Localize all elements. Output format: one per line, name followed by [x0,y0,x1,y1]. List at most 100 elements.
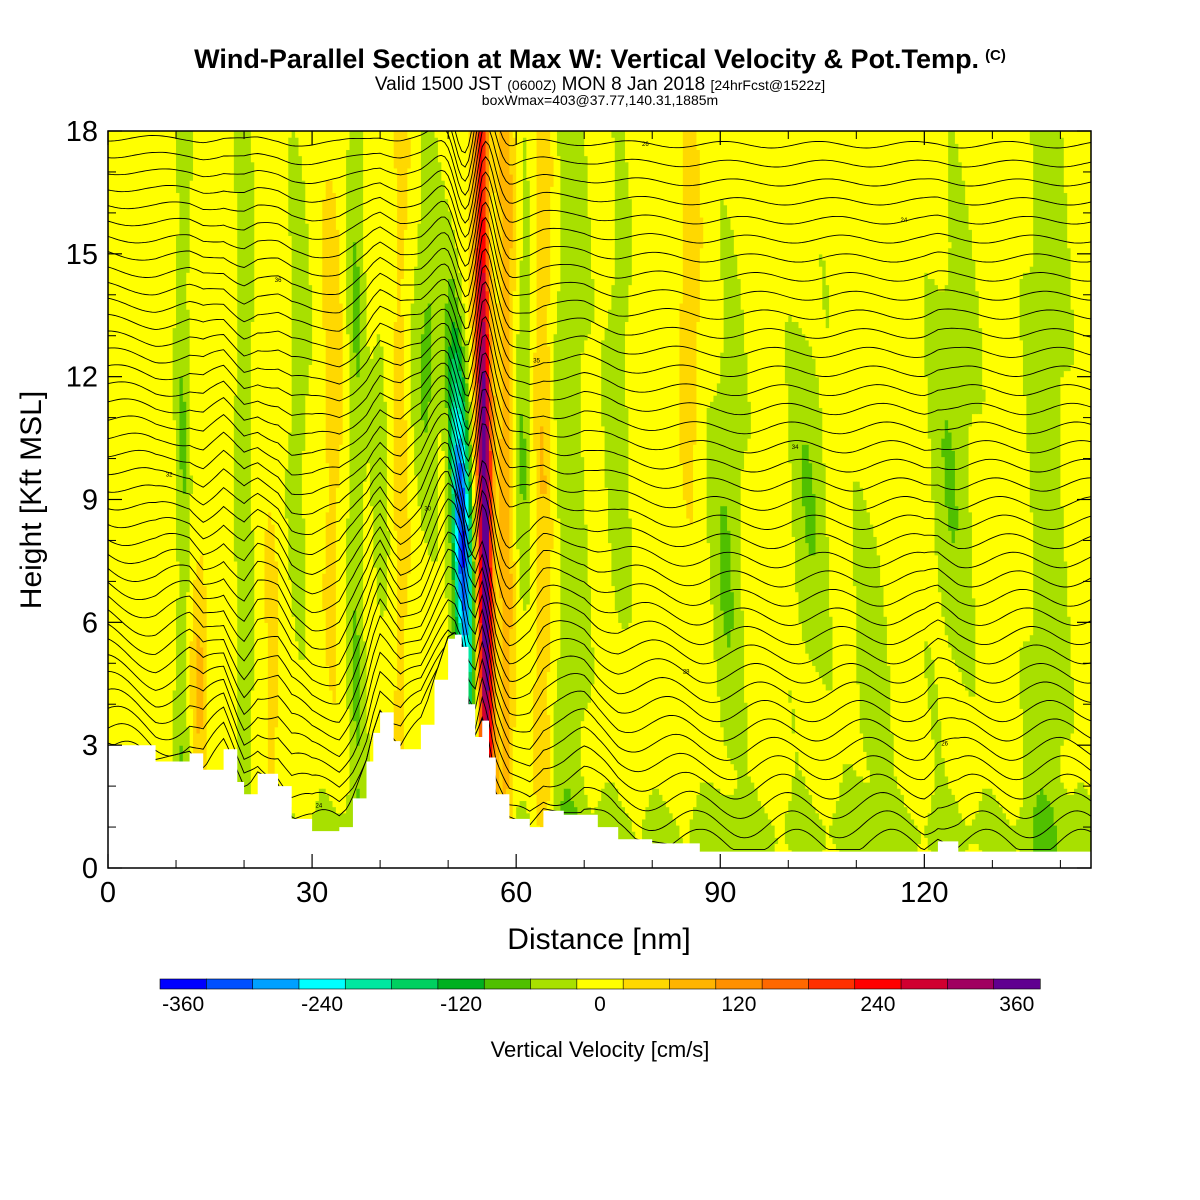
chart-title-text: Wind-Parallel Section at Max W: Vertical… [194,44,980,74]
w-cell-859 [798,622,803,771]
w-cell-569 [533,450,538,685]
theta-contour-17 [108,412,1091,530]
w-cell-808 [744,450,749,703]
theta-contour-24 [108,298,1091,397]
w-cell-687 [628,198,633,286]
theta-contour-6 [108,582,1091,742]
w-cell-979 [910,131,915,820]
y-tick-label: 6 [82,607,98,639]
w-cell-630 [587,702,592,808]
w-cell-789 [730,628,735,765]
w-cell-739 [696,794,701,857]
w-cell-1007 [931,131,936,279]
theta-contour-21 [108,352,1091,454]
w-cell-172 [301,659,306,868]
w-cell-1031 [948,530,953,648]
w-cell-20 [138,131,143,795]
w-cell-125 [250,131,255,163]
w-cell-18 [135,131,140,789]
w-cell-1003 [931,739,936,795]
w-cell-1185 [1084,788,1089,868]
w-cell-1172 [1070,732,1075,795]
w-cell-533 [509,628,514,820]
w-cell-620 [580,456,585,722]
w-cell-1016 [937,131,942,292]
w-cell-97 [216,131,221,814]
w-cell-1017 [941,757,946,868]
w-cell-562 [526,180,531,605]
w-cell-363 [448,210,453,279]
w-cell-603 [556,131,561,157]
w-cell-684 [628,622,633,820]
w-cell-296 [400,278,405,316]
w-cell-742 [696,131,701,151]
w-cell-244 [356,131,361,267]
colorbar-swatch [947,978,995,990]
w-cell-503 [488,567,493,814]
colorbar-swatch [761,978,810,990]
w-cell-556 [522,499,527,611]
w-cell-242 [356,376,361,636]
w-cell-1183 [1080,782,1085,868]
w-cell-91 [203,131,208,587]
terrain-mask [108,634,1091,868]
w-cell-1037 [951,659,956,795]
w-cell-1158 [1063,739,1068,789]
w-cell-617 [577,131,582,826]
w-cell-852 [791,321,796,537]
w-cell-707 [655,131,660,789]
w-cell-591 [550,155,555,187]
w-cell-1015 [937,290,942,593]
w-cell-310 [410,302,415,427]
w-cell-675 [621,131,626,630]
w-cell-469 [475,382,480,476]
w-cell-757 [710,131,715,402]
w-cell-1052 [961,818,966,863]
w-cell-129 [257,131,262,868]
w-cell-150 [284,517,289,802]
w-cell-249 [363,481,368,642]
y-tick-label: 18 [66,116,98,148]
w-cell-459 [471,505,476,562]
w-cell-208 [329,180,334,691]
w-cell-813 [747,401,752,439]
w-cell-66 [186,131,191,273]
w-cell-984 [917,831,922,845]
w-cell-732 [689,524,694,820]
w-cell-1004 [931,659,936,740]
w-cell-309 [410,425,415,808]
w-cell-829 [771,131,776,826]
w-cell-57 [182,493,187,765]
w-cell-165 [295,137,300,642]
w-cell-754 [710,782,715,868]
w-cell-347 [437,131,442,163]
w-cell-44 [172,131,177,329]
w-cell-83 [196,131,201,562]
w-cell-908 [825,131,830,286]
w-cell-1128 [1026,131,1031,273]
w-cell-634 [587,131,592,218]
w-cell-657 [604,131,609,329]
w-cell-814 [747,131,752,402]
w-cell-37 [165,131,170,826]
w-cell-1020 [941,438,946,458]
w-cell-320 [417,131,422,224]
w-cell-372 [451,401,456,494]
w-cell-546 [516,333,521,550]
w-cell-2 [108,131,112,832]
w-cell-825 [767,818,772,868]
w-cell-975 [903,131,908,808]
colorbar-swatch [900,978,948,990]
w-cell-453 [468,327,473,402]
w-cell-961 [883,616,888,863]
w-cell-747 [699,131,704,218]
w-cell-278 [386,554,391,820]
theta-contour-23 [108,316,1091,416]
w-cell-551 [519,413,524,494]
w-cell-118 [244,131,249,814]
w-cell-160 [291,616,296,814]
theta-contour-28 [108,232,1091,320]
w-cell-266 [376,333,381,605]
w-cell-1073 [971,259,976,415]
w-cell-14 [128,131,133,789]
